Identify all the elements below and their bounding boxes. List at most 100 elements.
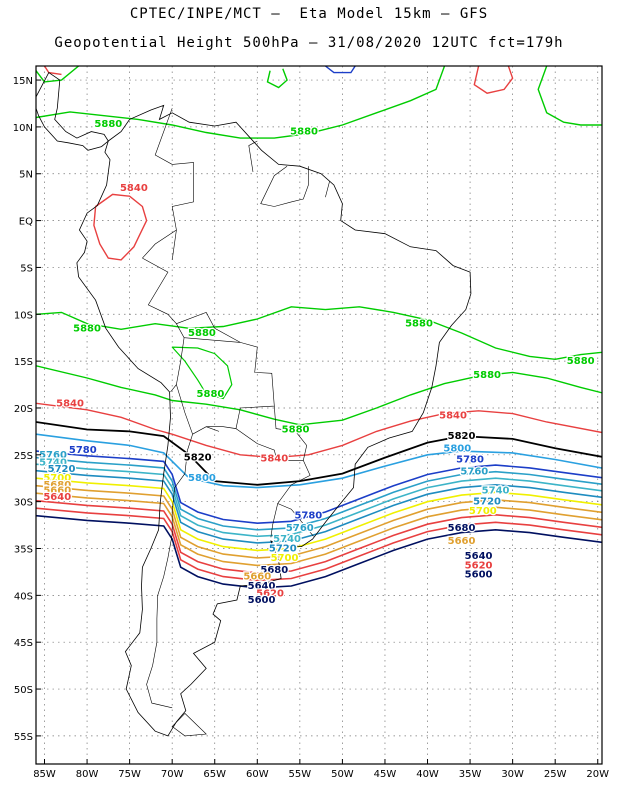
map-frame [35, 65, 603, 765]
contour-5840 [36, 402, 602, 459]
coastlines-and-borders [36, 72, 472, 737]
contour-label: 5880 [197, 389, 225, 400]
contour-label: 5740 [39, 457, 67, 468]
contour-label: 5820 [448, 431, 476, 442]
contour-label: 5760 [286, 523, 314, 534]
contour-label: 5820 [184, 453, 212, 464]
contour-5880-mid [36, 306, 602, 361]
contour-5640 [36, 499, 602, 574]
contour-label: 5880 [567, 356, 595, 367]
country-border [260, 165, 309, 207]
lat-tick-label: 5S [20, 263, 33, 274]
contour-label: 5720 [473, 497, 501, 508]
lon-tick-label: 65W [203, 769, 226, 780]
contour-5840-equatorial [93, 193, 148, 261]
contour-5820 [36, 421, 602, 486]
axis-labels: 15N 10N 5N EQ 5S 10S 15S 20S 25S 30S 35S 40S 45S 50S 5… [13, 76, 609, 780]
contour-label: 5680 [448, 523, 476, 534]
contour-label: 5720 [269, 544, 297, 555]
contour-label: 5840 [120, 183, 148, 194]
lat-lon-grid [36, 66, 602, 764]
contour-label: 5880 [473, 370, 501, 381]
contour-label: 5880 [282, 425, 310, 436]
lon-tick-label: 50W [331, 769, 354, 780]
lat-tick-label: 30S [14, 498, 33, 509]
contour-label: 5880 [290, 127, 318, 138]
lat-tick-label: 10N [13, 123, 33, 134]
contour-label: 5780 [456, 455, 484, 466]
lat-tick-label: 50S [14, 685, 33, 696]
contour-5800 [36, 433, 602, 489]
contour-5740 [36, 463, 602, 538]
contour-5680 [36, 484, 602, 559]
contour-label: 5600 [465, 570, 493, 581]
country-border [270, 503, 278, 538]
contour-label: 5600 [248, 595, 276, 606]
country-border [184, 337, 241, 343]
lon-tick-label: 25W [544, 769, 567, 780]
contour-label: 5660 [43, 485, 71, 496]
contour-5880-cell [266, 68, 288, 89]
lon-tick-label: 75W [118, 769, 141, 780]
country-border [325, 181, 330, 198]
contour-label: 5840 [260, 454, 288, 465]
contour-label: 5880 [94, 119, 122, 130]
contour-label: 5780 [69, 445, 97, 456]
contour-labels: 5880 5880 5840 5880 5880 5880 5880 5880 5880 5880… [38, 118, 596, 607]
contour-label: 5880 [405, 319, 433, 330]
contour-label: 5700 [271, 553, 299, 564]
lat-tick-label: 15N [13, 76, 33, 87]
contour-5840-north-loop [473, 66, 514, 94]
contour-label: 5680 [43, 480, 71, 491]
contour-label: 5740 [482, 485, 510, 496]
south-america-coastline [76, 104, 472, 737]
lat-tick-label: 35S [14, 545, 33, 556]
contour-label: 5660 [243, 572, 271, 583]
contour-5760 [36, 456, 602, 531]
contour-label: 5880 [73, 323, 101, 334]
contour-label: 5620 [256, 588, 284, 599]
map-title-line-1: CPTEC/INPE/MCT – Eta Model 15km – GFS [129, 6, 489, 22]
country-border [248, 140, 258, 172]
contour-label: 5760 [460, 467, 488, 478]
lat-tick-label: 10S [14, 310, 33, 321]
contour-5880-nw [36, 66, 80, 83]
contour-label: 5680 [260, 565, 288, 576]
contour-label: 5880 [188, 328, 216, 339]
lon-tick-label: 85W [33, 769, 56, 780]
lat-tick-label: 15S [14, 357, 33, 368]
lon-tick-label: 20W [586, 769, 609, 780]
lon-tick-label: 60W [246, 769, 269, 780]
contour-5880-bolivia [171, 346, 233, 400]
contour-label: 5700 [469, 506, 497, 517]
contour-label: 5780 [294, 511, 322, 522]
contour-5880-north [36, 66, 446, 139]
lat-tick-label: 45S [14, 638, 33, 649]
tierra-del-fuego [171, 712, 207, 737]
lat-tick-label: 40S [14, 591, 33, 602]
height-contours [36, 66, 602, 589]
contour-label: 5640 [248, 581, 276, 592]
contour-5880-ne [537, 66, 602, 126]
contour-5880-south [36, 365, 602, 426]
lat-tick-label: 20S [14, 404, 33, 415]
lat-tick-label: 55S [14, 732, 33, 743]
lon-tick-label: 35W [459, 769, 482, 780]
contour-label: 5700 [43, 473, 71, 484]
contour-label: 5800 [188, 473, 216, 484]
lon-tick-label: 80W [76, 769, 99, 780]
contour-5660 [36, 492, 602, 567]
lon-tick-label: 45W [374, 769, 397, 780]
contour-label: 5720 [48, 464, 76, 475]
lat-tick-label: 25S [14, 451, 33, 462]
lon-tick-label: 40W [416, 769, 439, 780]
country-border [154, 108, 194, 260]
contour-5620 [36, 507, 602, 582]
contour-label: 5640 [465, 551, 493, 562]
country-border [206, 426, 220, 432]
country-border [277, 460, 314, 537]
contour-label: 5760 [39, 450, 67, 461]
contour-label: 5660 [448, 536, 476, 547]
lon-tick-label: 70W [161, 769, 184, 780]
